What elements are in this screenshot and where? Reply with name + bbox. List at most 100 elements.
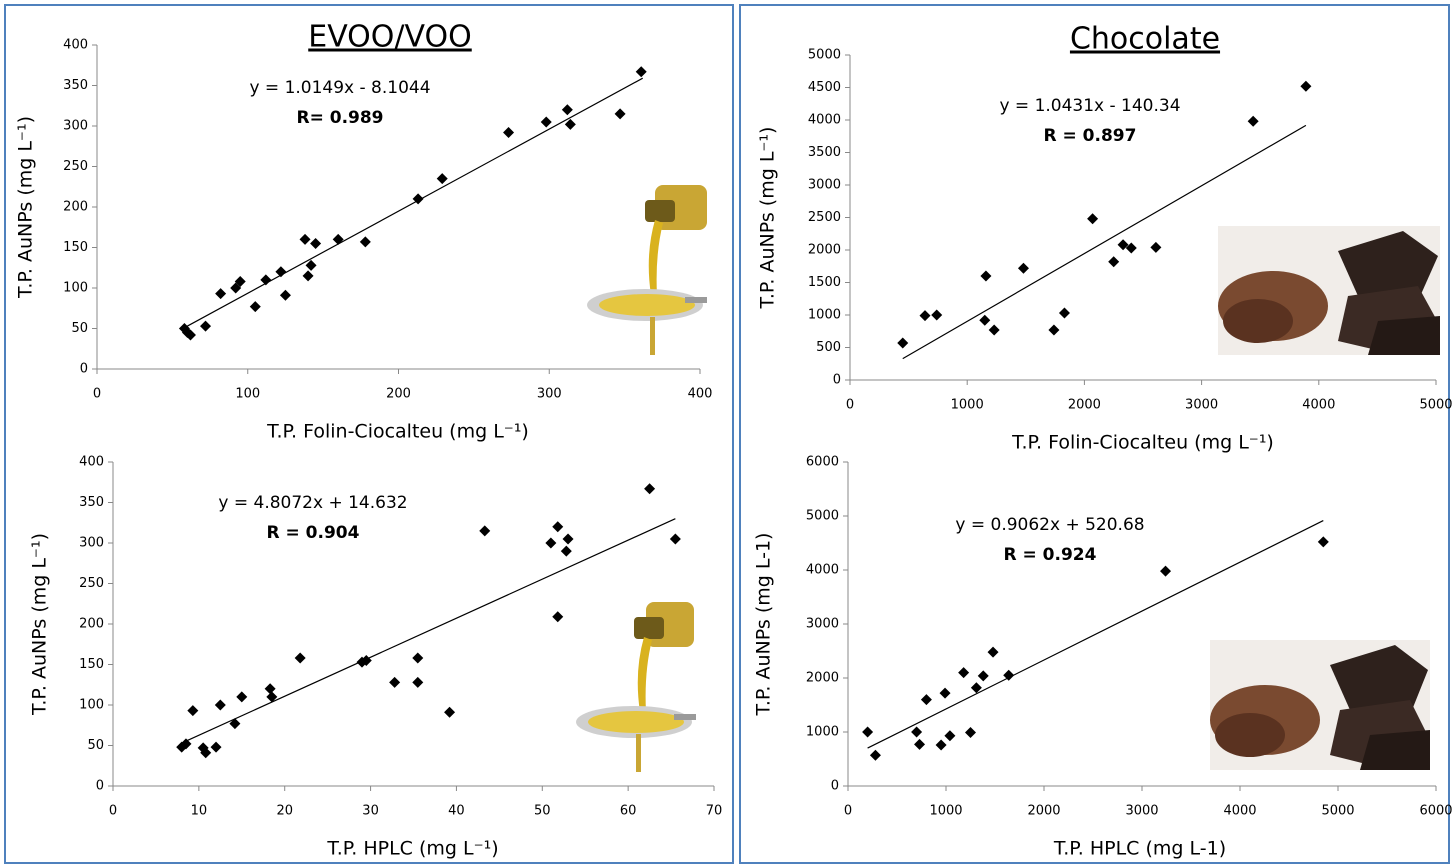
x-axis-label: T.P. HPLC (mg L-1) <box>1053 838 1226 860</box>
x-tick-label: 20 <box>276 804 293 819</box>
point <box>980 270 992 282</box>
y-tick-label: 5000 <box>808 48 841 63</box>
annotation: R= 0.989 <box>296 108 383 128</box>
y-tick-label: 0 <box>96 779 104 794</box>
point <box>944 730 956 742</box>
y-tick-label: 100 <box>79 698 104 713</box>
point <box>1300 80 1312 92</box>
x-tick-label: 0 <box>109 804 117 819</box>
annotation: y = 1.0431x - 140.34 <box>999 96 1180 116</box>
point <box>988 324 1000 336</box>
y-tick-label: 1000 <box>808 308 841 323</box>
y-tick-label: 1000 <box>806 725 839 740</box>
x-tick-label: 0 <box>844 804 852 819</box>
point <box>234 276 246 288</box>
trendline <box>181 518 676 744</box>
point <box>412 676 424 688</box>
y-tick-label: 400 <box>79 455 104 470</box>
x-tick-label: 4000 <box>1302 398 1335 413</box>
y-tick-label: 200 <box>79 617 104 632</box>
point <box>564 118 576 130</box>
point <box>979 314 991 326</box>
point <box>305 259 317 271</box>
y-axis-label: T.P. AuNPs (mg L-1) <box>753 533 775 717</box>
point <box>920 694 932 706</box>
point <box>1058 307 1070 319</box>
y-tick-label: 3000 <box>808 178 841 193</box>
x-tick-label: 1000 <box>951 398 984 413</box>
point <box>552 611 564 623</box>
trendline <box>902 124 1307 360</box>
point <box>389 676 401 688</box>
x-tick-label: 0 <box>93 387 101 402</box>
point <box>302 270 314 282</box>
point <box>479 525 491 537</box>
point <box>1117 239 1129 251</box>
point <box>939 687 951 699</box>
annotation: R = 0.924 <box>1004 545 1097 565</box>
annotation: y = 0.9062x + 520.68 <box>955 515 1144 535</box>
point <box>299 233 311 245</box>
point <box>977 670 989 682</box>
point <box>935 739 947 751</box>
point <box>958 667 970 679</box>
point <box>412 193 424 205</box>
y-axis-label: T.P. AuNPs (mg L⁻¹) <box>757 127 779 310</box>
point <box>436 173 448 185</box>
point <box>1017 262 1029 274</box>
point <box>332 233 344 245</box>
x-tick-label: 40 <box>448 804 465 819</box>
x-tick-label: 70 <box>706 804 723 819</box>
chocolate-image <box>1210 640 1430 770</box>
point <box>279 289 291 301</box>
x-tick-label: 50 <box>534 804 551 819</box>
point <box>635 66 647 78</box>
x-tick-label: 30 <box>362 804 379 819</box>
y-tick-label: 1500 <box>808 275 841 290</box>
y-tick-label: 100 <box>63 281 88 296</box>
x-tick-label: 1000 <box>929 804 962 819</box>
y-tick-label: 2000 <box>806 671 839 686</box>
annotation: R = 0.904 <box>267 523 360 543</box>
point <box>181 327 193 339</box>
point <box>869 749 881 761</box>
point <box>1108 256 1120 268</box>
point <box>1087 213 1099 225</box>
x-tick-label: 5000 <box>1321 804 1354 819</box>
point <box>310 237 322 249</box>
point <box>669 533 681 545</box>
y-tick-label: 6000 <box>806 455 839 470</box>
y-tick-label: 150 <box>79 657 104 672</box>
y-axis-label: T.P. AuNPs (mg L⁻¹) <box>15 116 37 299</box>
y-tick-label: 2000 <box>808 243 841 258</box>
x-tick-label: 100 <box>235 387 260 402</box>
point <box>180 738 192 750</box>
y-axis-label: T.P. AuNPs (mg L⁻¹) <box>29 533 51 716</box>
x-tick-label: 2000 <box>1068 398 1101 413</box>
oil-image <box>587 185 707 355</box>
point <box>210 741 222 753</box>
y-tick-label: 250 <box>63 159 88 174</box>
point <box>1160 565 1172 577</box>
annotation: R = 0.897 <box>1044 126 1137 146</box>
point <box>412 652 424 664</box>
point <box>200 320 212 332</box>
x-tick-label: 6000 <box>1419 804 1452 819</box>
y-tick-label: 500 <box>816 340 841 355</box>
y-tick-label: 4000 <box>808 113 841 128</box>
point <box>540 116 552 128</box>
x-tick-label: 200 <box>386 387 411 402</box>
y-tick-label: 350 <box>63 78 88 93</box>
x-tick-label: 2000 <box>1027 804 1060 819</box>
point <box>266 691 278 703</box>
point <box>970 682 982 694</box>
point <box>214 699 226 711</box>
y-tick-label: 200 <box>63 200 88 215</box>
point <box>1003 669 1015 681</box>
point <box>552 521 564 533</box>
y-tick-label: 0 <box>80 362 88 377</box>
y-tick-label: 3500 <box>808 145 841 160</box>
y-tick-label: 50 <box>87 738 104 753</box>
point <box>931 309 943 321</box>
